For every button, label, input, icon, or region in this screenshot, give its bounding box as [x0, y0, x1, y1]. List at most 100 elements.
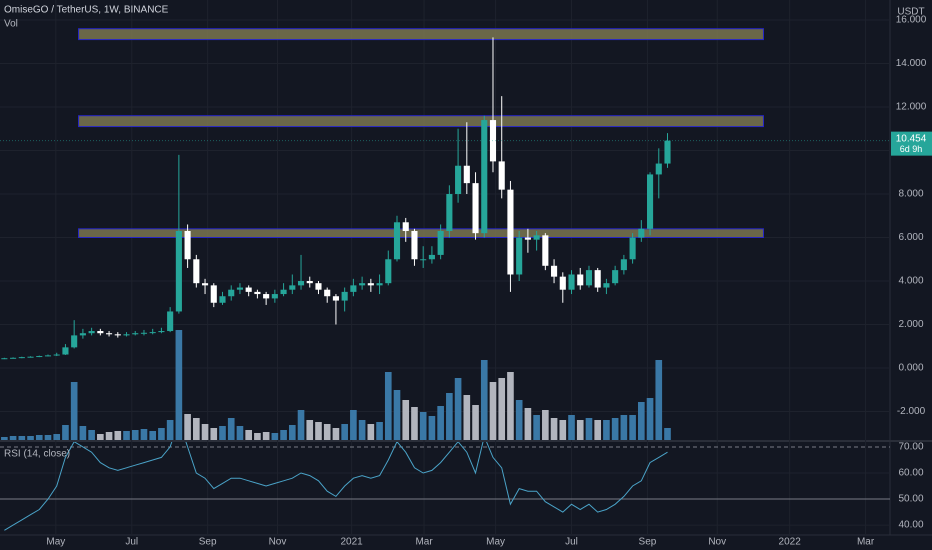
candle-body [245, 287, 252, 292]
candle-body [498, 161, 505, 190]
volume-bar [27, 436, 34, 440]
candle-body [10, 357, 17, 359]
candle-body [1, 358, 8, 360]
rsi-tick-label: 40.00 [898, 520, 923, 531]
volume-bar [585, 418, 593, 440]
candle-body [481, 120, 488, 234]
volume-bar [140, 429, 148, 440]
volume-bar [53, 434, 61, 440]
price-zone [78, 115, 764, 128]
volume-bar [219, 426, 226, 440]
volume-bar [376, 422, 383, 440]
currency-label: USDT [897, 7, 924, 18]
volume-bar [402, 400, 410, 440]
candle-body [463, 165, 470, 184]
candle-body [210, 285, 217, 303]
candle-body [577, 274, 584, 286]
candle-body [324, 289, 331, 297]
volume-bar [480, 360, 488, 440]
x-tick-label: May [486, 537, 505, 548]
candle-body [350, 285, 357, 292]
volume-bar [201, 424, 209, 440]
volume-bar [97, 434, 104, 440]
volume-bar [114, 431, 122, 440]
y-tick-label: 14.000 [896, 58, 927, 69]
volume-bar [568, 415, 575, 440]
volume-bar [315, 422, 322, 440]
x-tick-label: Jul [565, 537, 578, 548]
candle-body [236, 287, 244, 290]
rsi-tick-label: 50.00 [898, 494, 923, 505]
volume-bar [123, 431, 130, 440]
candle-body [114, 334, 121, 336]
candle-body [71, 335, 78, 348]
volume-bar [105, 432, 113, 440]
candle-body [44, 355, 52, 357]
candle-body [289, 285, 296, 290]
candle-body [420, 259, 427, 261]
candle-body [507, 189, 514, 275]
candle-body [158, 331, 165, 333]
last-price-label: 10.454 [896, 133, 927, 144]
volume-bar [88, 430, 95, 440]
volume-bar [341, 424, 348, 440]
candle-body [376, 283, 383, 286]
candle-body [306, 281, 313, 284]
volume-bar [297, 410, 305, 440]
volume-label: Vol [4, 19, 18, 30]
volume-bar [454, 378, 462, 440]
volume-bar [620, 415, 628, 440]
candle-body [271, 294, 278, 299]
x-tick-label: May [46, 537, 65, 548]
volume-bar [629, 415, 636, 440]
volume-bar [437, 406, 444, 440]
candle-body [385, 259, 392, 284]
candle-body [140, 332, 148, 334]
volume-bar [262, 432, 270, 440]
volume-bar [655, 360, 663, 440]
chart-title: OmiseGO / TetherUS, 1W, BINANCE [4, 5, 169, 16]
volume-bar [559, 420, 567, 440]
rsi-label: RSI (14, close) [4, 449, 70, 460]
volume-bar [271, 433, 279, 440]
volume-bar [594, 420, 602, 440]
candle-body [533, 235, 540, 240]
volume-bar [350, 410, 357, 440]
volume-bar [254, 433, 261, 440]
candle-body [106, 333, 113, 335]
y-tick-label: 2.000 [898, 319, 923, 330]
x-tick-label: 2021 [341, 537, 364, 548]
candle-body [455, 165, 462, 195]
candle-body [193, 259, 200, 284]
volume-bar [507, 372, 514, 440]
candle-body [585, 270, 593, 286]
candle-body [524, 237, 531, 240]
candle-body [219, 296, 226, 303]
x-tick-label: Nov [269, 537, 287, 548]
volume-bar [515, 400, 523, 440]
volume-bar [533, 415, 540, 440]
candle-body [620, 259, 627, 271]
y-tick-label: 6.000 [898, 232, 923, 243]
volume-bar [288, 425, 296, 440]
candle-body [664, 140, 671, 164]
volume-bar [131, 430, 139, 440]
candle-body [472, 183, 479, 234]
volume-bar [428, 416, 436, 440]
volume-bar [446, 393, 453, 440]
candle-body [638, 228, 645, 238]
y-tick-label: 8.000 [898, 189, 923, 200]
candle-body [542, 235, 549, 266]
candle-body [280, 289, 287, 295]
volume-bar [9, 436, 17, 440]
volume-bar [524, 408, 532, 440]
candle-body [359, 283, 366, 286]
volume-bar [149, 431, 157, 440]
candle-body [559, 276, 566, 290]
candle-body [437, 230, 444, 255]
volume-bar [227, 418, 235, 440]
volume-bar [1, 437, 8, 440]
volume-bar [79, 426, 87, 440]
candle-body [393, 222, 401, 260]
